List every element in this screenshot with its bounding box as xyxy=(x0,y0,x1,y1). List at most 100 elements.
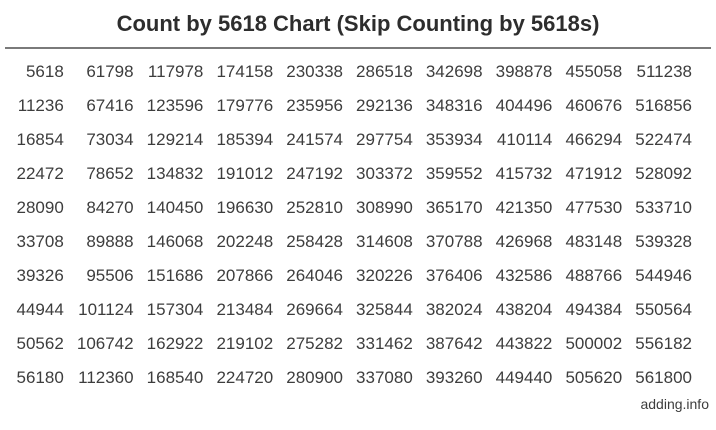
grid-cell: 342698 xyxy=(425,62,483,81)
grid-cell: 78652 xyxy=(86,164,134,183)
grid-cell: 196630 xyxy=(216,198,274,217)
grid-cell: 511238 xyxy=(636,62,692,81)
grid-cell: 33708 xyxy=(16,232,64,251)
grid-cell: 320226 xyxy=(356,266,413,285)
grid-cell: 404496 xyxy=(495,96,553,115)
page-title: Count by 5618 Chart (Skip Counting by 56… xyxy=(116,11,600,36)
table-row: 16854 73034 129214 185394 241574 297754 353934… xyxy=(6,123,704,157)
title-divider xyxy=(5,47,711,49)
grid-cell: 438204 xyxy=(495,300,553,319)
grid-cell: 488766 xyxy=(565,266,623,285)
grid-cell: 443822 xyxy=(495,334,553,353)
grid-cell: 230338 xyxy=(286,62,343,81)
grid-cell: 483148 xyxy=(565,232,623,251)
site-attribution: adding.info xyxy=(640,396,709,412)
grid-cell: 460676 xyxy=(565,96,623,115)
grid-cell: 252810 xyxy=(286,198,343,217)
grid-cell: 550564 xyxy=(635,300,692,319)
grid-cell: 477530 xyxy=(565,198,623,217)
grid-cell: 84270 xyxy=(86,198,134,217)
grid-cell: 500002 xyxy=(565,334,623,353)
grid-cell: 146068 xyxy=(146,232,204,251)
grid-cell: 202248 xyxy=(216,232,274,251)
grid-cell: 449440 xyxy=(495,368,553,387)
grid-cell: 398878 xyxy=(495,62,553,81)
grid-cell: 106742 xyxy=(76,334,134,353)
grid-cell: 44944 xyxy=(16,300,64,319)
grid-cell: 505620 xyxy=(565,368,623,387)
grid-cell: 219102 xyxy=(216,334,274,353)
grid-cell: 314608 xyxy=(356,232,413,251)
grid-cell: 516856 xyxy=(635,96,692,115)
grid-cell: 117978 xyxy=(147,62,204,81)
grid-cell: 89888 xyxy=(86,232,134,251)
grid-cell: 533710 xyxy=(635,198,692,217)
grid-cell: 426968 xyxy=(495,232,553,251)
table-row: 28090 84270 140450 196630 252810 308990 365170… xyxy=(6,191,704,225)
grid-cell: 370788 xyxy=(425,232,483,251)
grid-cell: 5618 xyxy=(25,62,64,81)
grid-cell: 494384 xyxy=(565,300,623,319)
grid-cell: 162922 xyxy=(146,334,204,353)
grid-cell: 224720 xyxy=(216,368,274,387)
grid-cell: 151686 xyxy=(146,266,204,285)
grid-cell: 123596 xyxy=(146,96,204,115)
grid-cell: 129214 xyxy=(146,130,204,149)
grid-cell: 191012 xyxy=(216,164,274,183)
grid-cell: 207866 xyxy=(216,266,274,285)
grid-cell: 157304 xyxy=(146,300,204,319)
grid-cell: 73034 xyxy=(86,130,134,149)
grid-cell: 264046 xyxy=(286,266,343,285)
grid-cell: 539328 xyxy=(635,232,692,251)
grid-cell: 258428 xyxy=(286,232,343,251)
grid-cell: 387642 xyxy=(425,334,483,353)
grid-cell: 528092 xyxy=(635,164,692,183)
grid-cell: 432586 xyxy=(495,266,553,285)
grid-cell: 325844 xyxy=(356,300,413,319)
grid-cell: 359552 xyxy=(425,164,483,183)
grid-cell: 67416 xyxy=(86,96,134,115)
grid-cell: 22472 xyxy=(16,164,64,183)
grid-cell: 39326 xyxy=(16,266,64,285)
grid-cell: 393260 xyxy=(425,368,483,387)
grid-cell: 280900 xyxy=(286,368,343,387)
grid-cell: 11236 xyxy=(17,96,64,115)
grid-cell: 56180 xyxy=(16,368,64,387)
grid-cell: 353934 xyxy=(425,130,483,149)
table-row: 22472 78652 134832 191012 247192 303372 359552… xyxy=(6,157,704,191)
table-row: 44944 101124 157304 213484 269664 325844 38202… xyxy=(6,293,704,327)
grid-cell: 112360 xyxy=(78,368,134,387)
grid-cell: 269664 xyxy=(286,300,343,319)
grid-cell: 544946 xyxy=(635,266,692,285)
table-row: 56180 112360 168540 224720 280900 337080 39326… xyxy=(6,361,704,395)
grid-cell: 50562 xyxy=(16,334,64,353)
grid-cell: 421350 xyxy=(495,198,553,217)
grid-cell: 556182 xyxy=(635,334,692,353)
grid-cell: 61798 xyxy=(86,62,134,81)
grid-cell: 185394 xyxy=(216,130,274,149)
grid-cell: 376406 xyxy=(425,266,483,285)
table-row: 39326 95506 151686 207866 264046 320226 376406… xyxy=(6,259,704,293)
grid-cell: 337080 xyxy=(356,368,413,387)
grid-cell: 522474 xyxy=(635,130,692,149)
grid-cell: 235956 xyxy=(286,96,343,115)
grid-cell: 348316 xyxy=(425,96,483,115)
grid-cell: 308990 xyxy=(356,198,413,217)
table-row: 50562 106742 162922 219102 275282 331462 38764… xyxy=(6,327,704,361)
table-row: 33708 89888 146068 202248 258428 314608 370788… xyxy=(6,225,704,259)
grid-cell: 410114 xyxy=(496,130,553,149)
grid-cell: 382024 xyxy=(425,300,483,319)
table-row: 11236 67416 123596 179776 235956 292136 348316… xyxy=(6,89,704,123)
grid-cell: 275282 xyxy=(286,334,343,353)
grid-cell: 28090 xyxy=(16,198,64,217)
grid-cell: 247192 xyxy=(286,164,343,183)
grid-cell: 292136 xyxy=(356,96,413,115)
grid-cell: 174158 xyxy=(216,62,274,81)
grid-cell: 303372 xyxy=(356,164,413,183)
grid-cell: 365170 xyxy=(425,198,483,217)
grid-cell: 241574 xyxy=(286,130,343,149)
grid-cell: 16854 xyxy=(16,130,64,149)
grid-cell: 466294 xyxy=(565,130,623,149)
grid-cell: 179776 xyxy=(216,96,274,115)
